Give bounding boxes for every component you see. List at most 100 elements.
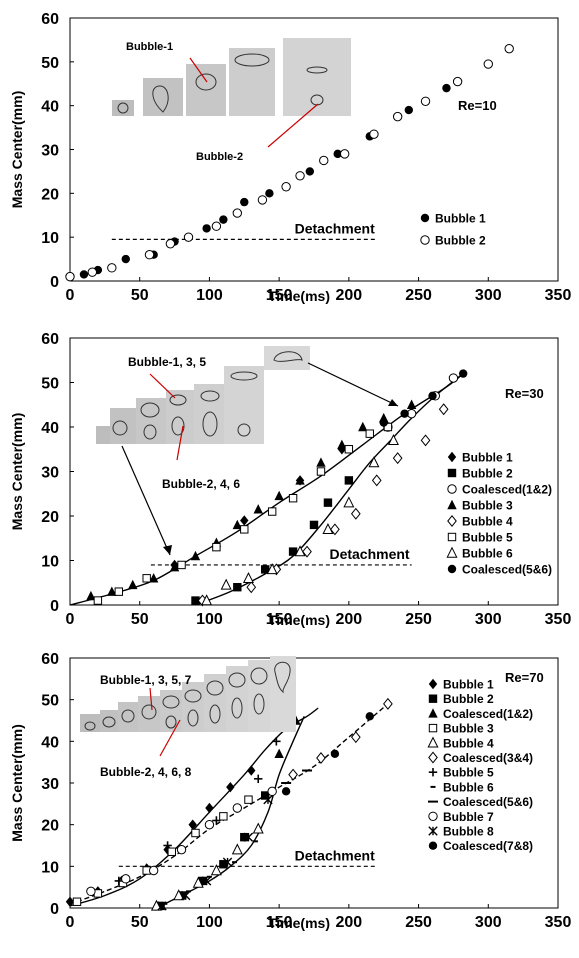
fit-curve [76, 703, 389, 903]
y-tick-label: 20 [41, 509, 59, 526]
data-point [274, 490, 284, 501]
data-point [281, 182, 291, 192]
legend-marker [447, 499, 457, 510]
x-tick-label: 250 [405, 914, 432, 931]
inset-label-bottom: Bubble-2 [196, 151, 243, 163]
legend-label: Bubble 4 [443, 736, 494, 750]
data-point [266, 563, 278, 575]
data-point [267, 507, 277, 516]
panel-re30: Re=30 0 50 100 150 200 250 300 350 0 10 20 30 40 50 60… [9, 331, 571, 628]
y-tick-label: 60 [41, 651, 59, 668]
data-point [452, 76, 463, 87]
data-point [202, 224, 211, 233]
legend-marker [428, 708, 438, 718]
data-point [428, 391, 437, 401]
x-tick-label: 300 [475, 914, 502, 931]
data-point [244, 795, 253, 804]
legend-label: Coalesced(1&2) [462, 483, 552, 497]
series-bubble-1 [65, 765, 256, 907]
series-bubble-4 [197, 403, 449, 607]
y-tick-label: 0 [50, 901, 59, 918]
data-point [438, 403, 449, 416]
data-point [330, 749, 340, 759]
data-point [294, 545, 306, 557]
x-tick-label: 200 [336, 611, 363, 628]
y-axis-label: Mass Center(mm) [9, 91, 25, 208]
data-point [87, 267, 98, 277]
y-tick-label: 50 [41, 55, 59, 72]
inset-label-bottom: Bubble-2, 4, 6, 8 [100, 765, 192, 779]
data-point [333, 149, 342, 159]
data-point [157, 901, 167, 911]
data-point [167, 847, 176, 856]
data-point [504, 43, 514, 54]
data-point [442, 83, 451, 93]
legend-label: Bubble 3 [443, 722, 494, 736]
series-coalesced-7-8- [281, 712, 374, 796]
data-point [365, 429, 374, 438]
y-tick-label: 0 [50, 274, 59, 291]
data-point [242, 571, 254, 583]
legend-label: Bubble 1 [435, 212, 486, 226]
data-point [343, 496, 355, 508]
x-tick-label: 100 [196, 287, 223, 304]
data-point [219, 215, 228, 224]
data-point [107, 586, 117, 596]
legend-label: Bubble 5 [462, 531, 513, 545]
x-tick-label: 150 [266, 287, 293, 304]
series-bubble-5 [114, 737, 281, 886]
detachment-label: Detachment [295, 220, 375, 236]
inset-images-re10: Bubble-1 Bubble-2 [112, 38, 351, 163]
data-point [212, 816, 221, 825]
data-point [192, 876, 204, 888]
data-point [371, 474, 382, 487]
legend-marker [428, 723, 438, 733]
data-point [344, 476, 354, 485]
annotation: Re=70 [505, 670, 544, 685]
legend-label: Coalesced(3&4) [443, 751, 533, 765]
data-point [247, 765, 256, 776]
data-point [240, 832, 249, 842]
data-point [243, 832, 254, 842]
legend: Bubble 1 Bubble 2 [420, 212, 486, 248]
data-point [288, 768, 298, 781]
x-tick-label: 200 [336, 914, 363, 931]
data-point [144, 250, 155, 260]
data-point [252, 822, 264, 834]
x-tick-label: 350 [545, 287, 572, 304]
y-tick-label: 0 [50, 598, 59, 615]
data-point [93, 596, 103, 605]
legend-marker [428, 768, 438, 777]
data-point [156, 901, 165, 911]
legend-marker [420, 213, 430, 223]
data-point [420, 96, 431, 106]
data-point [219, 812, 228, 821]
x-axis-label: Time(ms) [268, 288, 330, 304]
data-point [365, 712, 374, 721]
x-axis-label: Time(ms) [268, 915, 330, 931]
x-tick-label: 0 [66, 611, 75, 628]
fit-curve [195, 373, 464, 606]
legend-label: Bubble 8 [443, 825, 494, 839]
data-point [448, 373, 459, 383]
fit-curve [69, 373, 464, 606]
data-point [226, 781, 235, 793]
data-point [150, 899, 162, 911]
legend-marker [428, 751, 438, 764]
data-point [79, 270, 89, 279]
data-point [404, 105, 414, 115]
data-point [177, 560, 186, 570]
x-tick-label: 100 [196, 611, 223, 628]
data-point [176, 844, 187, 855]
data-point [191, 828, 200, 838]
series-bubble-3 [86, 399, 417, 601]
data-point [383, 422, 393, 432]
series-bubble-2 [191, 476, 354, 605]
y-axis-label: Mass Center(mm) [9, 413, 25, 530]
series-bubble-5 [93, 422, 393, 605]
data-point [316, 457, 326, 467]
legend-marker [428, 811, 438, 821]
data-point [253, 504, 263, 514]
legend-label: Coalesced(1&2) [443, 707, 533, 721]
